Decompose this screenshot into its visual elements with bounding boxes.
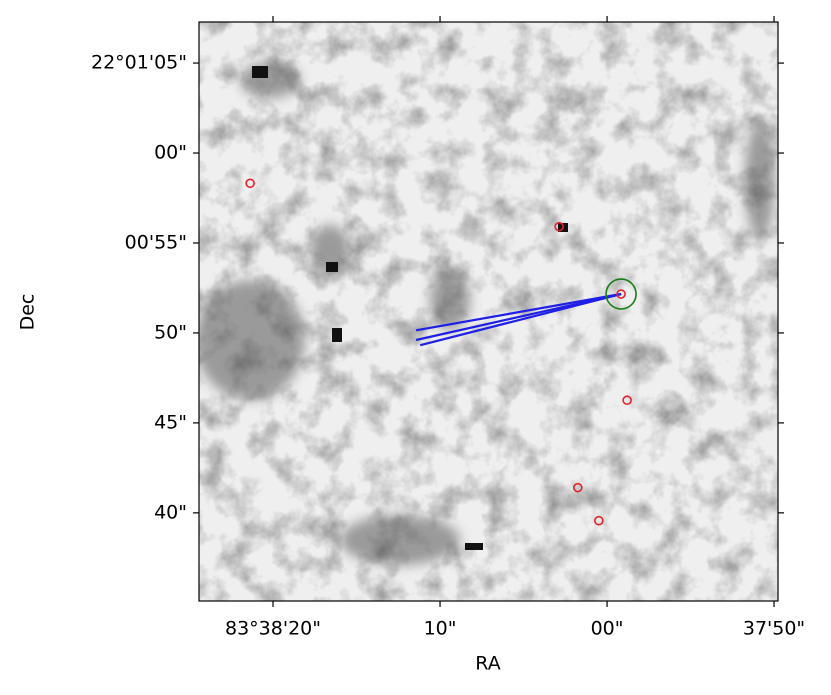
- y-tick-label: 22°01'05": [91, 52, 187, 74]
- sky-image: [199, 22, 778, 601]
- y-axis-label: Dec: [17, 294, 39, 331]
- x-tick-label: 83°38'20": [225, 618, 321, 640]
- x-tick-label: 10": [424, 618, 457, 640]
- source-marker: [622, 395, 632, 406]
- source-marker: [572, 482, 583, 493]
- vector: [419, 292, 622, 347]
- vector: [415, 292, 622, 332]
- source-marker: [245, 178, 255, 189]
- source-marker: [594, 515, 604, 526]
- y-tick-label: 00": [154, 142, 187, 164]
- x-tick-label: 00": [591, 618, 624, 640]
- axes-frame: [198, 21, 779, 602]
- target-marker: [605, 278, 637, 310]
- y-tick-label: 40": [154, 501, 187, 523]
- x-tick-label: 37'50": [743, 618, 805, 640]
- x-axis-label: RA: [475, 653, 500, 675]
- y-tick-label: 00'55": [125, 231, 187, 253]
- source-marker: [616, 289, 626, 299]
- source-marker: [554, 221, 564, 232]
- y-tick-label: 45": [154, 411, 187, 433]
- y-tick-label: 50": [154, 321, 187, 343]
